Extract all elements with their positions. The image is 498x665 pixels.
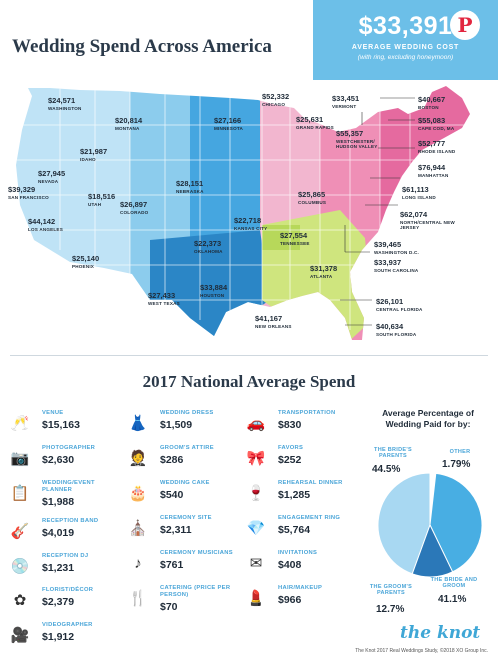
spend-item-transportation: 🚗 TRANSPORTATION $830	[246, 410, 336, 432]
city-label: $28,151 NEBRASKA	[176, 179, 204, 194]
the-knot-logo: the knot	[400, 623, 481, 643]
source-note: The Knot 2017 Real Weddings Study, ©2018…	[355, 648, 488, 654]
spend-item-invitations: ✉ INVITATIONS $408	[246, 550, 358, 582]
city-label: $55,357 WESTCHESTER/ HUDSON VALLEY	[336, 129, 378, 149]
city-label: $40,634 SOUTH FLORIDA	[376, 322, 417, 337]
envelope-icon: ✉	[249, 555, 263, 572]
city-label: $31,378 ATLANTA	[310, 264, 338, 279]
lipstick-icon: 💄	[246, 590, 266, 607]
city-label: $33,884 HOUSTON	[200, 283, 228, 298]
spend-item-ceremony-site: ⛪ CEREMONY SITE $2,311	[128, 515, 212, 537]
city-label: $27,554 TENNESSEE	[280, 231, 310, 246]
average-cost-note: (with ring, excluding honeymoon)	[357, 54, 454, 61]
spend-section-title: 2017 National Average Spend	[142, 372, 356, 391]
gift-bow-icon: 🎀	[246, 450, 266, 467]
pie-slice	[411, 523, 454, 578]
church-icon: ⛪	[128, 520, 148, 537]
pie-value-other: 1.79%	[442, 459, 471, 470]
city-label: $40,667 BOSTON	[418, 95, 446, 110]
music-note-icon: ♪	[134, 555, 142, 572]
cake-icon: 🎂	[128, 485, 148, 502]
average-cost-label: AVERAGE WEDDING COST	[351, 44, 460, 51]
city-label: $25,865 COLUMBUS	[298, 190, 327, 205]
pinterest-icon: P	[457, 13, 473, 37]
spend-item-dj: 💿 RECEPTION DJ $1,231	[10, 553, 89, 575]
city-label: $62,074 NORTH/CENTRAL NEW JERSEY	[400, 210, 455, 230]
city-label: $20,814 MONTANA	[115, 116, 143, 131]
city-label: $44,142 LOS ANGELES	[28, 217, 63, 232]
video-camera-icon: 🎥	[10, 627, 30, 644]
city-label: $27,166 MINNESOTA	[214, 116, 244, 131]
spend-item-planner: 📋 WEDDING/EVENT PLANNER $1,988	[10, 480, 95, 508]
pie-title: Average Percentage of Wedding Paid for b…	[382, 408, 474, 429]
spend-item-catering: 🍴 CATERING (PRICE PER PERSON) $70	[128, 585, 231, 613]
city-label: $33,937 SOUTH CAROLINA	[374, 258, 419, 273]
city-label: $55,083 CAPE COD, MA	[418, 116, 455, 131]
camera-icon: 📷	[10, 450, 30, 467]
city-label: $76,944 MANHATTAN	[418, 163, 449, 178]
pie-label-other: OTHER	[449, 449, 471, 455]
pie-value-grooms-parents: 12.7%	[376, 604, 405, 615]
pie-value-brides-parents: 44.5%	[372, 464, 401, 475]
city-label: $25,140 PHOENIX	[72, 254, 100, 269]
guitar-icon: 🎸	[10, 523, 30, 540]
city-label: $39,329 SAN FRANCISCO	[8, 185, 49, 200]
city-label: $22,373 OKLAHOMA	[194, 239, 223, 254]
spend-item-groom-attire: 🤵 GROOM'S ATTIRE $286	[128, 445, 214, 467]
city-label: $24,571 WASHINGTON	[48, 96, 82, 111]
pie-label-grooms-parents: THE GROOM'S PARENTS	[369, 584, 413, 597]
diamond-icon: 💎	[246, 520, 266, 537]
spend-item-ring: 💎 ENGAGEMENT RING $5,764	[246, 515, 341, 537]
spend-item-venue: 🥂 VENUE $15,163	[10, 410, 80, 432]
pie-label-bride-groom: THE BRIDE AND GROOM	[430, 577, 478, 590]
spend-item-florist: ✿ FLORIST/DÉCOR $2,379	[10, 587, 122, 619]
us-map	[16, 86, 470, 340]
spend-item-videographer: 🎥 VIDEOGRAPHER $1,912	[10, 622, 93, 644]
city-label: $18,516 UTAH	[88, 192, 116, 207]
spend-item-dress: 👗 WEDDING DRESS $1,509	[128, 410, 214, 432]
car-icon: 🚗	[246, 415, 266, 432]
champagne-glasses-icon: 🥂	[10, 415, 30, 432]
section-divider	[10, 355, 488, 356]
turntable-icon: 💿	[10, 558, 30, 575]
city-label: $33,451 VERMONT	[332, 94, 360, 109]
city-label: $22,718 KANSAS CITY	[234, 216, 268, 231]
pie-slice	[377, 472, 431, 575]
spend-item-musicians: ♪ CEREMONY MUSICIANS $761	[128, 550, 240, 582]
city-label: $41,167 NEW ORLEANS	[255, 314, 292, 329]
city-label: $27,945 NEVADA	[38, 169, 66, 184]
city-label: $25,631 GRAND RAPIDS	[296, 115, 334, 130]
suit-icon: 🤵	[128, 450, 148, 467]
spend-item-favors: 🎀 FAVORS $252	[246, 445, 304, 467]
city-label: $52,332 CHICAGO	[262, 92, 290, 107]
flower-icon: ✿	[13, 592, 27, 609]
spend-item-cake: 🎂 WEDDING CAKE $540	[128, 480, 210, 502]
city-label: $39,465 WASHINGTON D.C.	[374, 240, 420, 255]
city-label: $52,777 RHODE ISLAND	[418, 139, 456, 154]
pie-value-bride-groom: 41.1%	[438, 594, 467, 605]
page-title: Wedding Spend Across America	[12, 36, 272, 57]
wine-glasses-icon: 🍷	[246, 485, 266, 502]
pie-label-brides-parents: THE BRIDE'S PARENTS	[374, 447, 412, 460]
city-label: $26,101 CENTRAL FLORIDA	[376, 297, 423, 312]
average-cost-amount: $33,391	[358, 12, 453, 40]
fork-knife-icon: 🍴	[128, 590, 148, 607]
spend-item-rehearsal: 🍷 REHEARSAL DINNER $1,285	[246, 480, 343, 502]
pie-slice	[429, 472, 483, 573]
dress-icon: 👗	[128, 415, 148, 432]
city-label: $61,113 LONG ISLAND	[402, 185, 436, 200]
spend-item-band: 🎸 RECEPTION BAND $4,019	[10, 518, 99, 540]
spend-item-photographer: 📷 PHOTOGRAPHER $2,630	[10, 445, 96, 467]
city-label: $21,987 IDAHO	[80, 147, 108, 162]
city-label: $27,433 WEST TEXAS	[148, 291, 180, 306]
pinterest-save-button[interactable]: P	[450, 10, 480, 40]
spend-item-hair-makeup: 💄 HAIR/MAKEUP $966	[246, 585, 323, 607]
pie-chart	[377, 472, 483, 578]
city-label: $26,897 COLORADO	[120, 200, 149, 215]
clipboard-icon: 📋	[10, 485, 30, 502]
